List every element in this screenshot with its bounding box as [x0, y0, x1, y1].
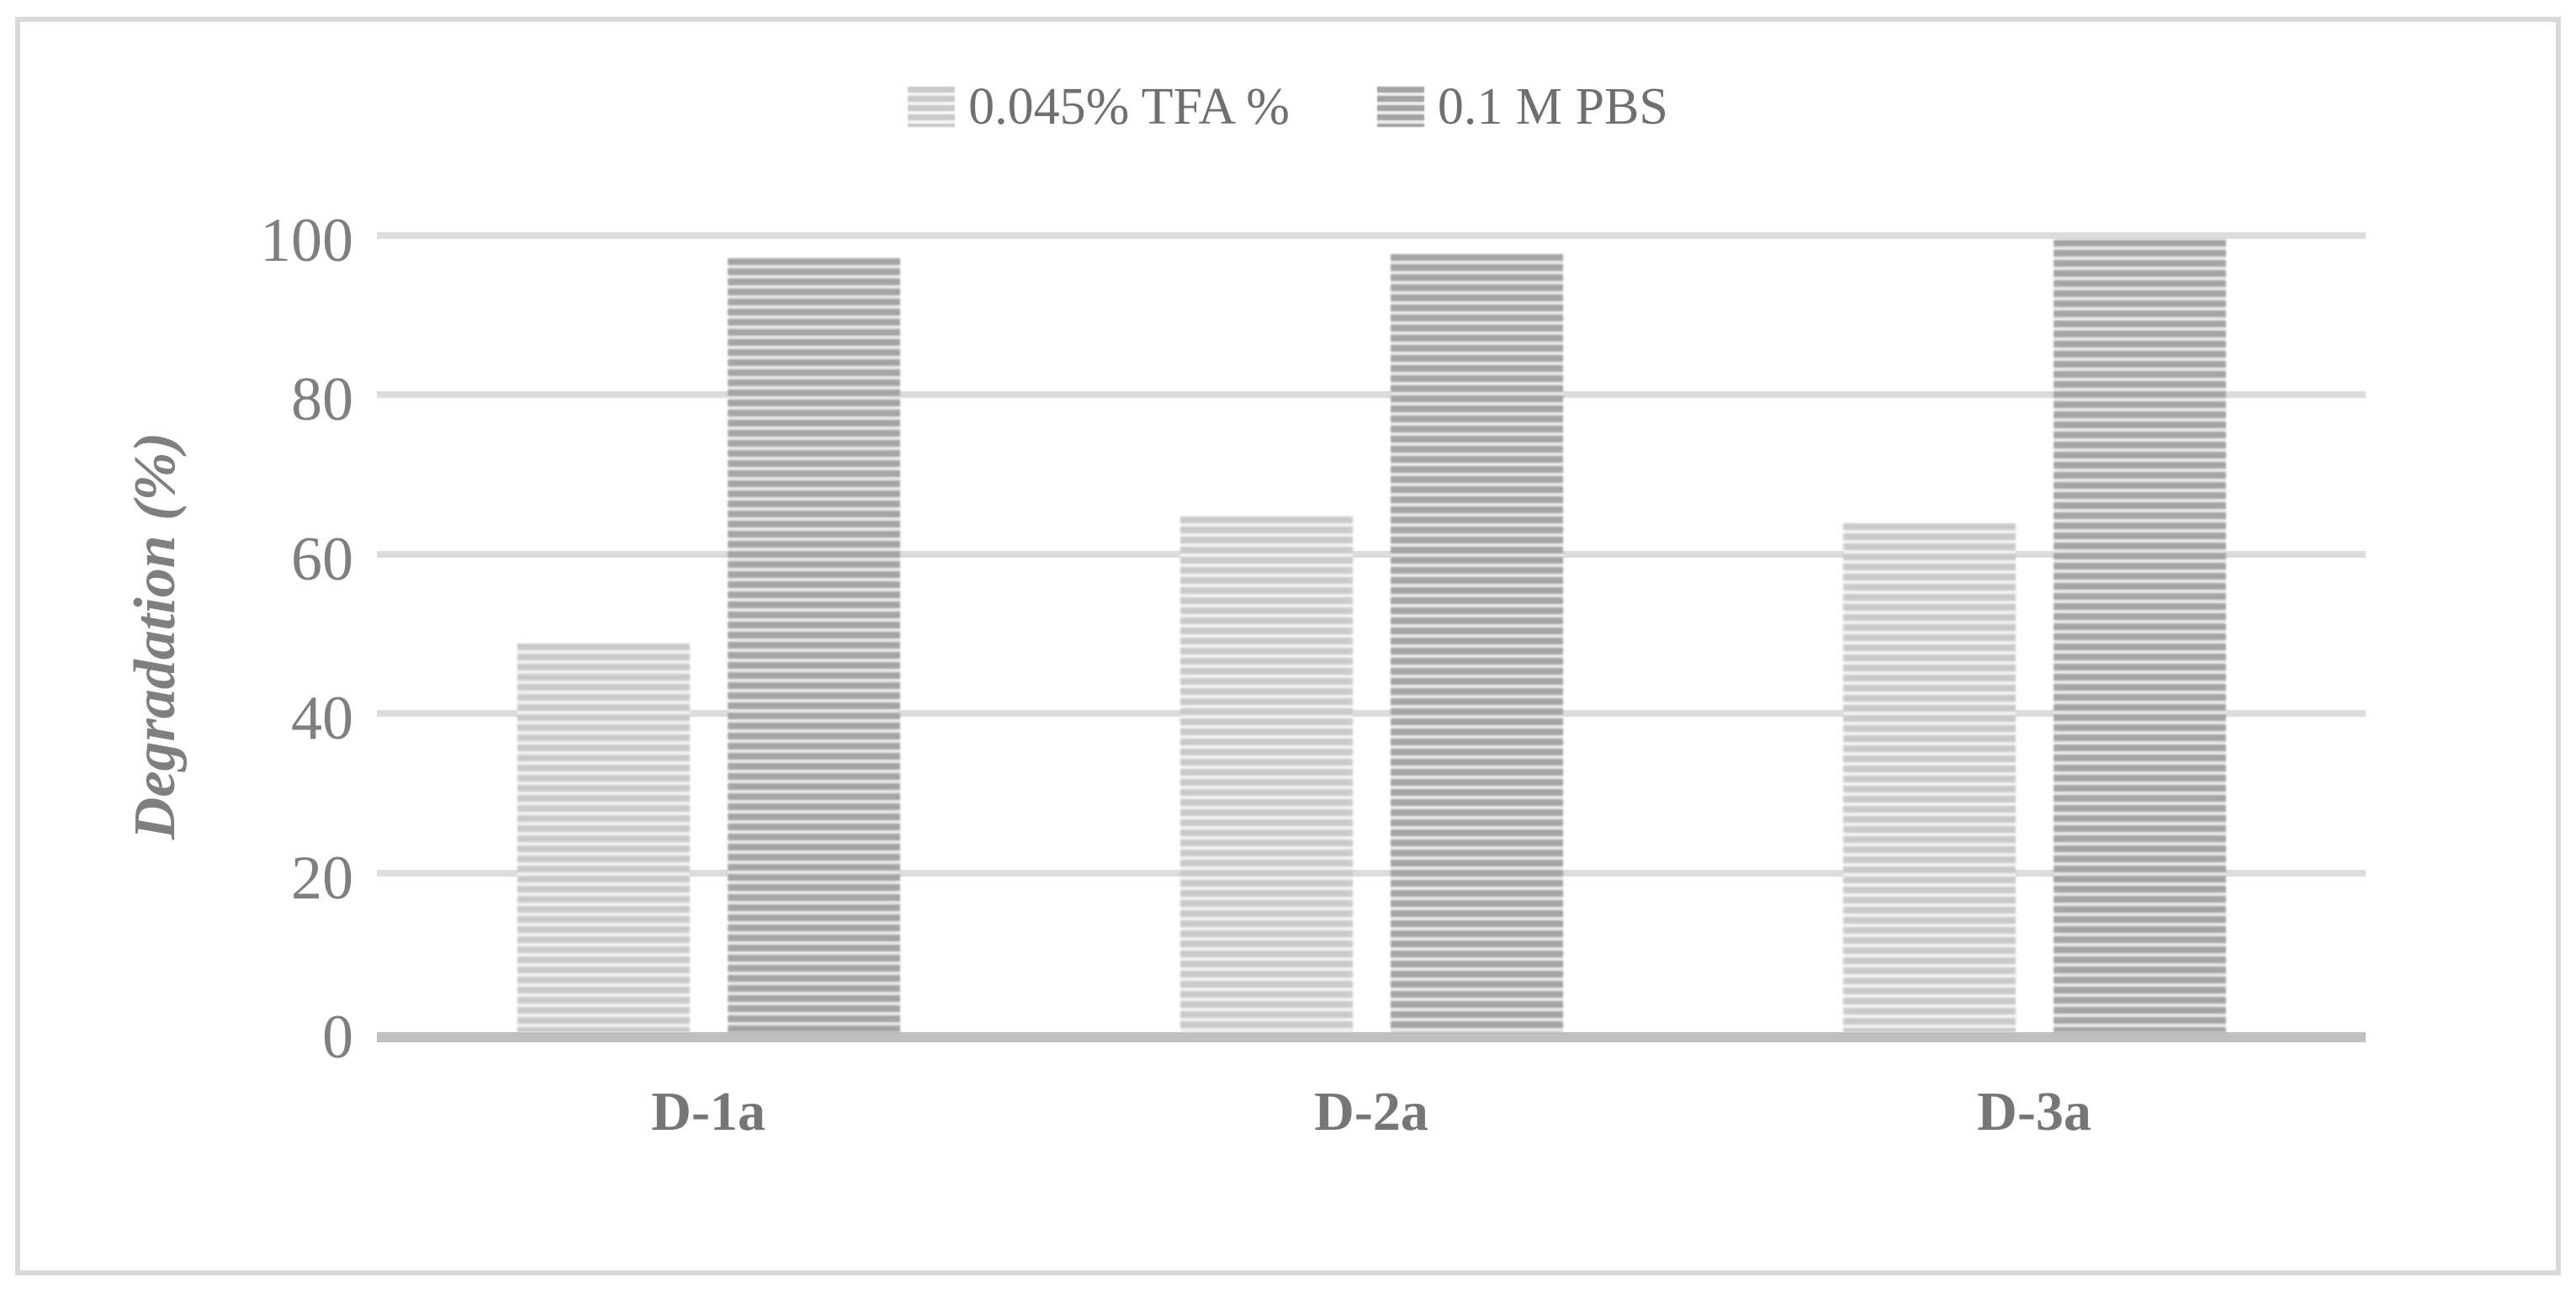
legend-item-pbs: 0.1 M PBS — [1376, 78, 1668, 135]
figure-border — [15, 17, 2561, 1275]
bar-D-2a-tfa — [1179, 517, 1353, 1032]
legend-item-tfa: 0.045% TFA % — [908, 81, 1290, 133]
x-category-label-D-1a: D-1a — [651, 1081, 766, 1142]
bar-D-3a-pbs — [2053, 239, 2226, 1032]
gridline-60 — [377, 550, 2366, 558]
x-category-label-D-3a: D-3a — [1977, 1081, 2091, 1142]
gridline-100 — [377, 232, 2366, 239]
bar-D-3a-tfa — [1842, 522, 2016, 1032]
bar-D-1a-tfa — [517, 643, 690, 1032]
legend-swatch-pbs — [1376, 87, 1424, 127]
bar-D-2a-pbs — [1390, 253, 1563, 1032]
x-category-label-D-2a: D-2a — [1314, 1081, 1428, 1142]
gridline-20 — [377, 869, 2366, 877]
gridline-80 — [377, 391, 2366, 399]
legend-swatch-tfa — [908, 87, 956, 127]
bar-D-1a-pbs — [727, 257, 900, 1032]
plot-area: D-1a D-2a D-3a — [377, 232, 2366, 1140]
chart-legend: 0.045% TFA % 0.1 M PBS — [0, 81, 2576, 133]
gridline-40 — [377, 710, 2366, 718]
legend-label-pbs: 0.1 M PBS — [1437, 78, 1668, 135]
legend-label-tfa: 0.045% TFA % — [968, 78, 1290, 135]
y-axis-title: Degradation (%) — [123, 432, 188, 840]
